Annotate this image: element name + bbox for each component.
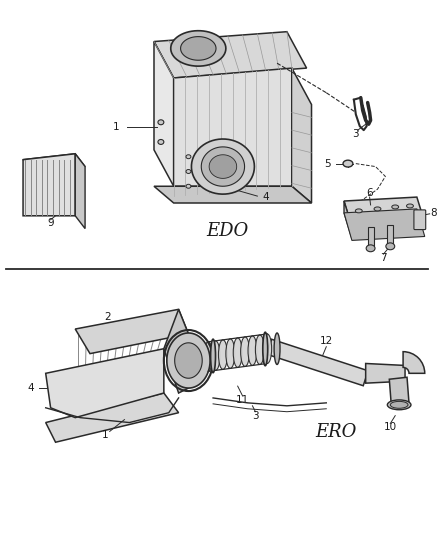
Text: 2: 2 [104,312,111,322]
Ellipse shape [158,120,164,125]
Polygon shape [175,343,202,378]
Ellipse shape [255,335,264,365]
Ellipse shape [263,334,272,364]
Text: 4: 4 [262,192,269,202]
Text: 6: 6 [366,188,373,198]
Ellipse shape [263,332,268,366]
Polygon shape [23,154,75,216]
Text: 3: 3 [353,129,359,139]
Ellipse shape [374,207,381,211]
Ellipse shape [186,155,191,159]
Polygon shape [46,349,164,418]
Ellipse shape [211,341,220,370]
Polygon shape [171,31,226,66]
Ellipse shape [406,204,413,208]
Bar [387,224,393,244]
FancyBboxPatch shape [414,210,426,230]
Text: 12: 12 [320,336,333,346]
Polygon shape [154,31,307,78]
Text: ERO: ERO [315,423,357,441]
Text: 1: 1 [102,430,108,440]
Text: 9: 9 [47,217,54,228]
Ellipse shape [355,209,362,213]
Text: 4: 4 [28,383,34,393]
Bar [367,227,374,246]
Polygon shape [201,147,244,186]
Polygon shape [344,209,425,240]
Ellipse shape [274,333,280,365]
Polygon shape [75,154,85,229]
Polygon shape [154,186,311,203]
Ellipse shape [186,184,191,188]
Ellipse shape [226,339,235,368]
Polygon shape [344,201,352,238]
Polygon shape [167,333,210,388]
Polygon shape [46,393,179,442]
Text: 5: 5 [325,159,331,168]
Polygon shape [23,154,85,173]
Ellipse shape [219,340,227,369]
Ellipse shape [392,205,399,209]
Text: 11: 11 [236,395,249,405]
Ellipse shape [204,342,212,372]
Polygon shape [174,68,292,186]
Ellipse shape [248,336,257,366]
Ellipse shape [186,169,191,173]
Polygon shape [180,37,216,60]
Polygon shape [389,377,409,405]
Ellipse shape [158,140,164,144]
Wedge shape [403,352,425,373]
Polygon shape [154,42,174,186]
Text: 1: 1 [113,122,120,132]
Polygon shape [366,364,405,383]
Text: 3: 3 [252,410,259,421]
Polygon shape [209,155,237,179]
Text: 8: 8 [431,208,437,218]
Ellipse shape [386,243,395,250]
Polygon shape [191,139,254,194]
Ellipse shape [343,160,353,167]
Text: EDO: EDO [207,222,249,239]
Polygon shape [267,339,368,386]
Ellipse shape [366,245,375,252]
Polygon shape [75,309,188,353]
Polygon shape [344,197,425,227]
Polygon shape [292,68,311,203]
Ellipse shape [240,337,250,366]
Ellipse shape [390,401,408,408]
Ellipse shape [387,400,411,410]
Polygon shape [164,309,188,393]
Text: 7: 7 [380,253,387,263]
Ellipse shape [211,339,215,373]
Ellipse shape [233,338,242,367]
Text: 10: 10 [384,423,397,432]
